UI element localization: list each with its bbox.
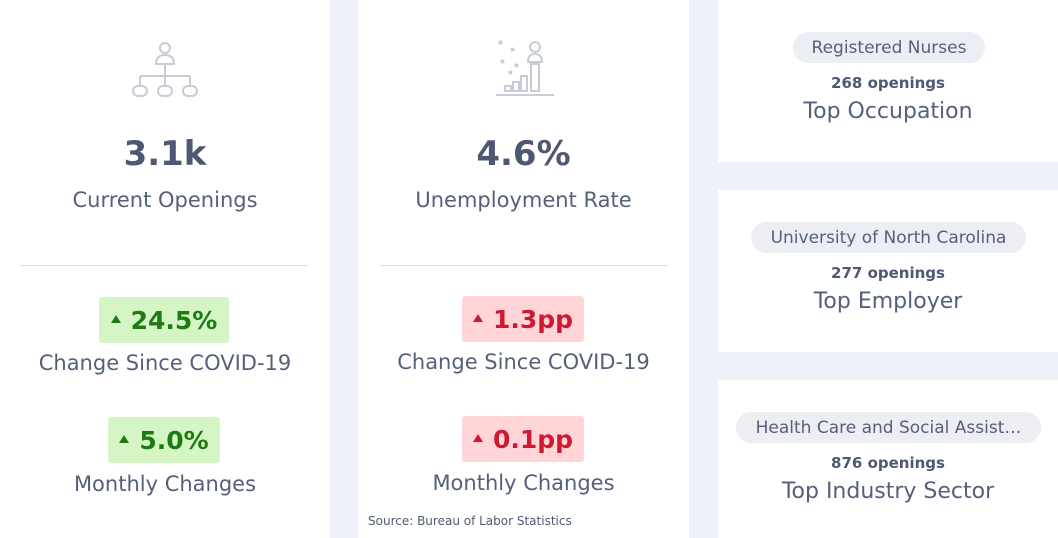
current-openings-card: 3.1k Current Openings 24.5% Change Since… [0,0,330,538]
openings-monthly-change-badge: 5.0% [108,417,220,463]
top-occupation-card: Registered Nurses 268 openings Top Occup… [718,0,1058,162]
up-arrow-icon [472,314,483,322]
top-industry-openings: 876 openings [831,454,945,472]
up-arrow-icon [119,435,130,443]
top-occupation-label: Top Occupation [803,99,973,124]
up-arrow-icon [472,434,483,442]
openings-covid-change-value: 24.5% [130,305,218,335]
top-occupation-openings: 268 openings [831,74,945,92]
current-openings-value: 3.1k [123,134,207,174]
top-industry-card: Health Care and Social Assist… 876 openi… [718,380,1058,538]
top-occupation-name-pill: Registered Nurses [793,32,985,63]
top-occupation-name: Registered Nurses [811,37,967,58]
divider [380,265,668,266]
divider [20,265,308,266]
unemployment-covid-change-value: 1.3pp [492,304,574,334]
top-employer-label: Top Employer [813,289,963,314]
growth-chart-person-icon [358,38,689,100]
unemployment-rate-card: 4.6% Unemployment Rate 1.3pp Change Sinc… [358,0,689,538]
current-openings-label: Current Openings [72,188,258,212]
top-industry-label: Top Industry Sector [781,479,995,504]
openings-monthly-change-value: 5.0% [139,425,209,455]
org-chart-icon [0,38,330,100]
unemployment-monthly-change-label: Monthly Changes [432,471,615,495]
unemployment-monthly-change-badge: 0.1pp [462,416,584,462]
openings-monthly-change-label: Monthly Changes [73,472,257,496]
data-source-note: Source: Bureau of Labor Statistics [368,514,572,528]
top-industry-name-pill: Health Care and Social Assist… [736,412,1041,443]
top-employer-name-pill: University of North Carolina [751,222,1026,253]
openings-covid-change-badge: 24.5% [99,297,229,343]
unemployment-covid-change-label: Change Since COVID-19 [397,350,650,374]
top-employer-name: University of North Carolina [770,227,1007,248]
unemployment-rate-value: 4.6% [476,134,571,174]
unemployment-rate-label: Unemployment Rate [415,188,632,212]
top-employer-card: University of North Carolina 277 opening… [718,190,1058,352]
openings-covid-change-label: Change Since COVID-19 [38,351,292,375]
unemployment-covid-change-badge: 1.3pp [462,296,584,342]
top-industry-name: Health Care and Social Assist… [755,417,1022,438]
unemployment-monthly-change-value: 0.1pp [492,424,574,454]
up-arrow-icon [110,315,121,323]
top-employer-openings: 277 openings [831,264,945,282]
